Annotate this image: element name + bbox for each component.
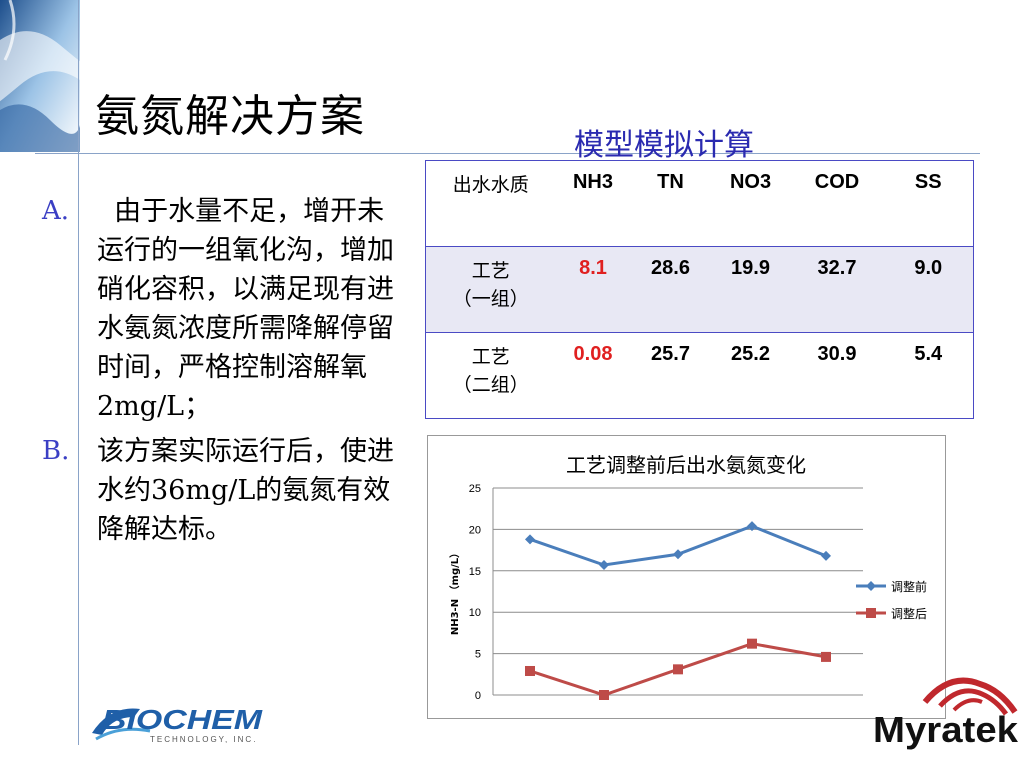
y-tick-label: 0 [475,690,481,702]
vertical-rule [78,0,79,745]
table-cell: 30.9 [817,343,857,365]
bullet-marker: B. [42,436,70,466]
water-splash-decoration [0,0,80,152]
row-label: 工艺 （二组） [426,333,556,419]
biochem-tagline: TECHNOLOGY, INC. [150,735,257,744]
table-cell: 32.7 [790,246,884,333]
table-cell: 25.2 [731,343,770,365]
data-point [747,521,757,532]
ammonia-line-chart: 工艺调整前后出水氨氮变化 0 5 10 15 20 25 NH3-N （mg/L） 调整前调整后 [427,435,946,719]
row-label-line: 工艺 [471,260,510,282]
table-row: 工艺 （一组） 8.1 28.6 19.9 32.7 9.0 [425,246,974,333]
myratek-wordmark: Myratek [873,709,1019,750]
data-point [525,534,535,545]
data-point [673,549,683,560]
water-quality-table: 出水水质 NH3 TN NO3 COD SS 工艺 （一组） 8.1 28.6 … [425,160,974,419]
data-point [525,665,535,676]
y-tick-label: 20 [469,524,481,536]
table-row: 工艺 （二组） 0.08 25.7 25.2 30.9 5.4 [426,333,974,419]
myratek-logo: Myratek [873,677,1019,750]
y-tick-label: 10 [469,607,481,619]
legend-swatch-marker [866,608,876,618]
table-cell: 28.6 [630,246,711,333]
bullet-item: B. 该方案实际运行后，使进水约36mg/L的氨氮有效降解达标。 [42,432,407,549]
table-cell: 0.08 [573,343,613,365]
table-header-cell: NO3 [710,160,791,247]
data-point [821,550,831,561]
data-point [599,560,609,571]
bullet-marker: A. [42,196,70,226]
legend-swatch-marker [866,581,876,591]
data-point [599,690,609,700]
table-cell: 5.4 [914,343,943,365]
y-tick-label: 5 [475,649,481,661]
table-header-cell: TN [630,160,711,247]
bullet-item: A. 由于水量不足，增开未运行的一组氧化沟，增加硝化容积，以满足现有进水氨氮浓度… [42,192,407,426]
legend-label: 调整后 [891,606,927,621]
row-label: 工艺 （一组） [425,246,556,333]
bullet-text: 该方案实际运行后，使进水约36mg/L的氨氮有效降解达标。 [97,436,394,545]
slide-subtitle: 模型模拟计算 [574,128,754,163]
bullet-text: 由于水量不足，增开未运行的一组氧化沟，增加硝化容积，以满足现有进水氨氮浓度所需降… [97,196,394,422]
horizontal-rule [35,153,980,154]
bullet-list: A. 由于水量不足，增开未运行的一组氧化沟，增加硝化容积，以满足现有进水氨氮浓度… [42,192,407,555]
table-cell: 19.9 [710,246,791,333]
biochem-logo: BIOCHEM TECHNOLOGY, INC. [92,704,263,744]
row-label-line: （一组） [452,288,529,310]
table-header-row: 出水水质 NH3 TN NO3 COD SS [425,160,974,247]
table-header-cell: 出水水质 [425,160,556,247]
y-axis-label: NH3-N （mg/L） [448,548,461,635]
row-label-line: 工艺 [471,346,510,368]
table-header-cell: SS [883,160,974,247]
chart-title: 工艺调整前后出水氨氮变化 [566,453,806,477]
table-header-cell: COD [790,160,884,247]
table-cell: 8.1 [555,246,631,333]
biochem-wordmark: BIOCHEM [102,704,263,735]
legend-label: 调整前 [891,579,927,594]
slide-title: 氨氮解决方案 [95,91,365,142]
data-point [673,664,683,675]
data-point [821,651,831,662]
table-header-cell: NH3 [555,160,631,247]
data-point [747,638,757,649]
y-tick-label: 15 [469,566,481,578]
table-cell: 25.7 [651,343,690,365]
row-label-line: （二组） [452,374,529,396]
y-tick-label: 25 [469,483,481,495]
table-cell: 9.0 [883,246,974,333]
